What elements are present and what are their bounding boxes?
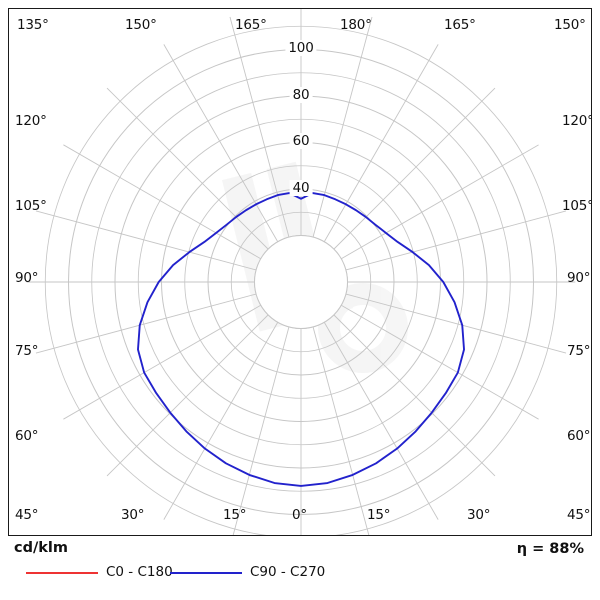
angle-label-bottom-5: 30°: [467, 507, 491, 523]
angle-label-left-0: 120°: [15, 113, 47, 129]
angle-label-right-2: 90°: [567, 270, 591, 286]
angle-label-bottom-2: 15°: [223, 507, 247, 523]
angle-label-left-2: 90°: [15, 270, 39, 286]
angle-label-right-3: 75°: [567, 343, 591, 359]
legend-swatch-c90-c270: [170, 572, 242, 575]
angle-label-left-4: 60°: [15, 428, 39, 444]
angle-label-top-3: 180°: [340, 17, 372, 33]
angle-label-bottom-3: 0°: [292, 507, 307, 523]
polar-plot-frame: 135° 150° 165° 180° 165° 150° 120° 105° 90° 75° 60…: [8, 8, 592, 536]
angle-label-bottom-0: 45°: [15, 507, 39, 523]
angle-label-top-2: 165°: [235, 17, 267, 33]
angle-label-right-0: 120°: [562, 113, 592, 129]
angle-label-top-5: 150°: [554, 17, 586, 33]
angle-label-right-1: 105°: [562, 198, 592, 214]
angle-label-bottom-6: 45°: [567, 507, 591, 523]
angle-label-left-1: 105°: [15, 198, 47, 214]
legend-label-c0-c180: C0 - C180: [106, 564, 173, 580]
legend-label-c90-c270: C90 - C270: [250, 564, 326, 580]
legend-swatch-c0-c180: [26, 572, 98, 575]
angle-label-right-4: 60°: [567, 428, 591, 444]
efficiency-label: η = 88%: [516, 541, 584, 557]
polar-plot-canvas: [26, 9, 576, 535]
angle-label-top-1: 150°: [125, 17, 157, 33]
angle-label-top-0: 135°: [17, 17, 49, 33]
radial-tick-label-0: 100: [285, 40, 317, 56]
angle-label-top-4: 165°: [444, 17, 476, 33]
radial-tick-label-1: 80: [289, 87, 313, 103]
chart-legend: cd/klm η = 88% C0 - C180 C90 - C270: [0, 540, 600, 600]
unit-label: cd/klm: [14, 540, 68, 556]
radial-tick-label-2: 60: [289, 133, 313, 149]
angle-label-bottom-1: 30°: [121, 507, 145, 523]
series-curve-1: [137, 192, 465, 487]
radial-tick-label-3: 40: [289, 180, 313, 196]
angle-label-left-3: 75°: [15, 343, 39, 359]
angle-label-bottom-4: 15°: [367, 507, 391, 523]
